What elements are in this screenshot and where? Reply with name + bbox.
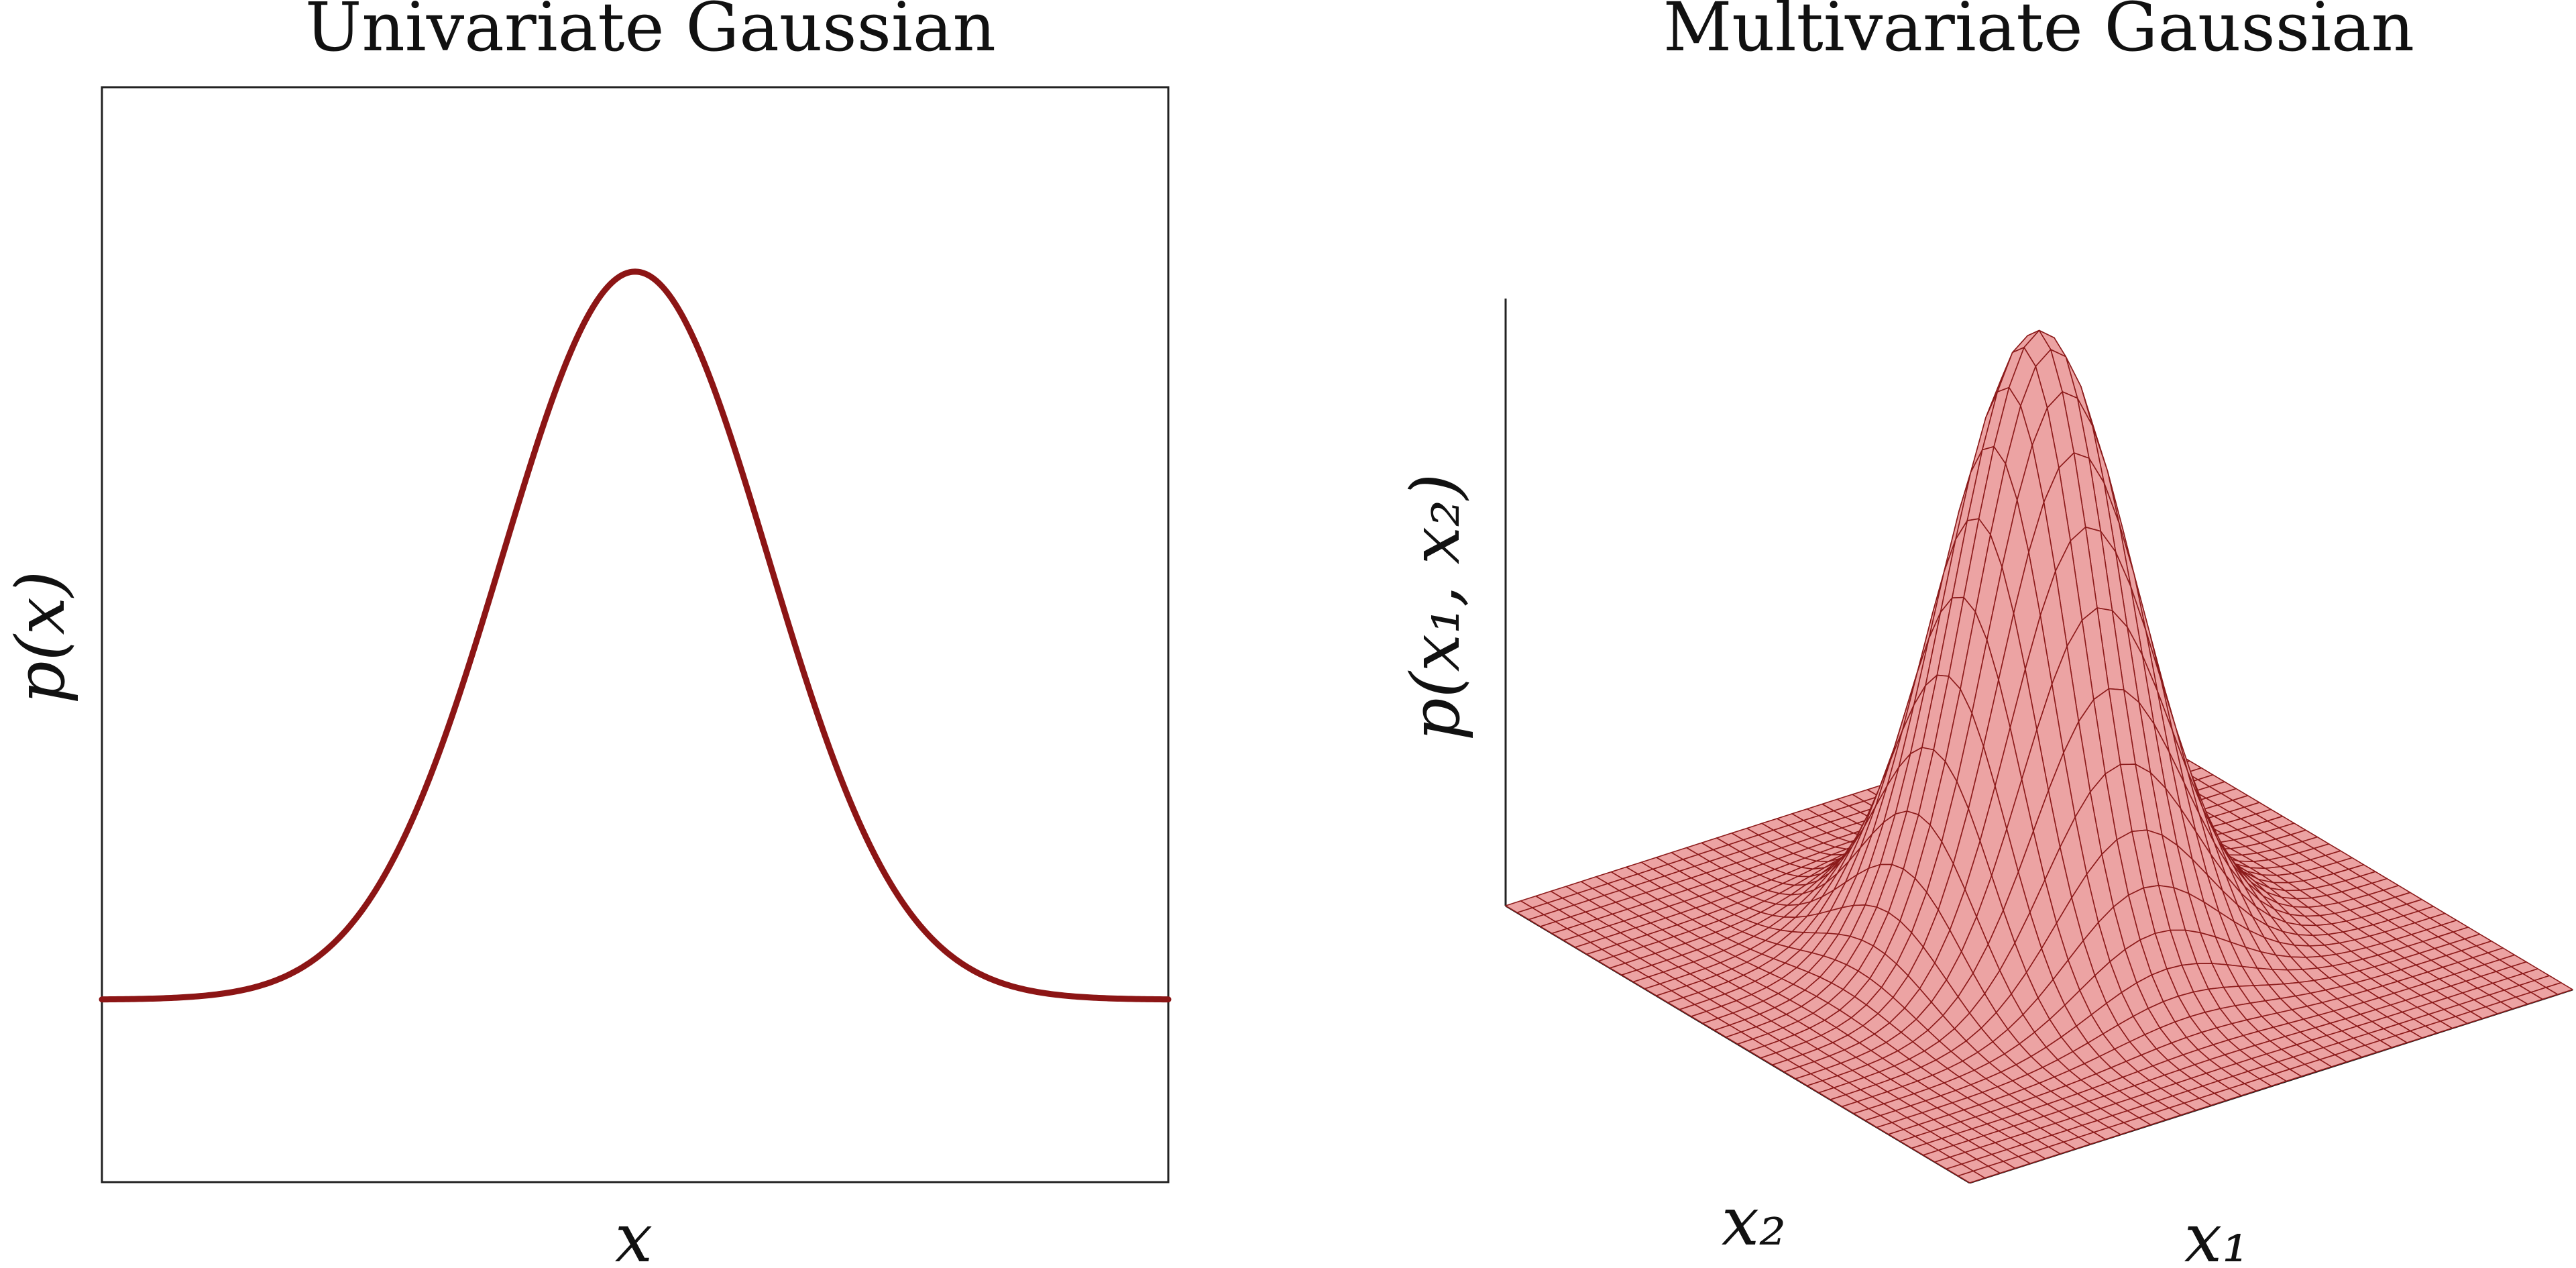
- multivariate-x1-label: x₁: [2184, 1199, 2249, 1268]
- multivariate-x2-label: x₂: [1722, 1182, 1786, 1261]
- multivariate-title: Multivariate Gaussian: [1663, 0, 2414, 66]
- univariate-density-line: [99, 268, 1172, 1003]
- univariate-chart: Univariate Gaussian x p(x): [1, 0, 1172, 1268]
- univariate-y-label: p(x): [1, 571, 80, 704]
- multivariate-z-label: p(x₁, x₂): [1396, 474, 1475, 741]
- surface-mesh-cell: [1957, 1170, 1986, 1183]
- multivariate-density-surface: [1505, 329, 2573, 1183]
- multivariate-chart: Multivariate Gaussian x₂ x₁ p(x₁, x₂): [1396, 0, 2573, 1268]
- univariate-x-label: x: [615, 1199, 653, 1268]
- univariate-axes-frame: [101, 86, 1170, 1183]
- univariate-title: Univariate Gaussian: [305, 0, 996, 66]
